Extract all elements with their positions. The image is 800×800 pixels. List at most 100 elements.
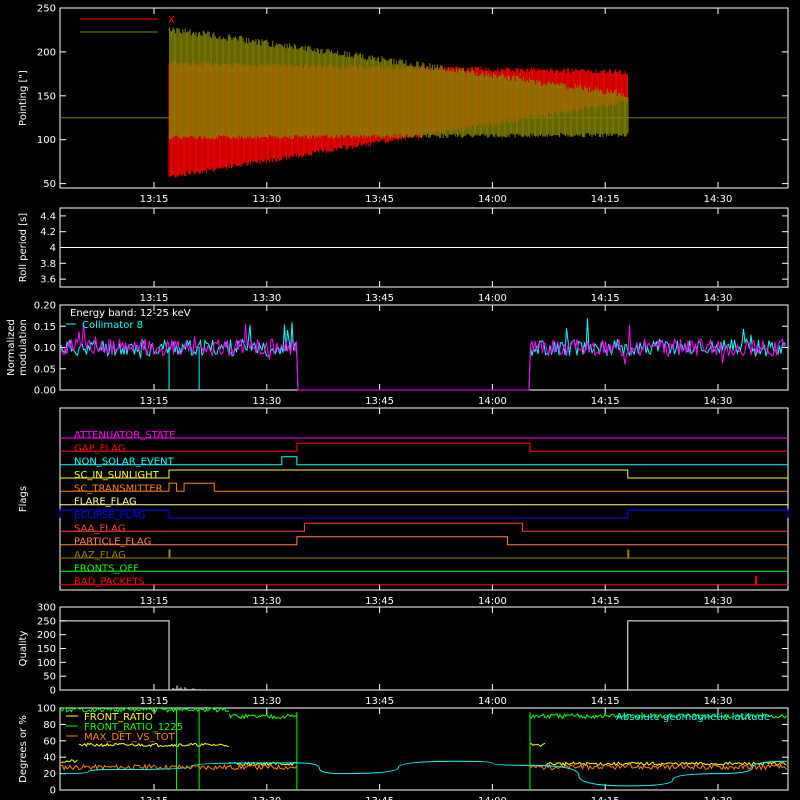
x-tick-label: 13:15 xyxy=(140,293,169,304)
panel-1: 13:15 13:30 13:45 14:00 14:15 14:30 50 100 150 20… xyxy=(18,4,789,205)
x-tick-label: 13:30 xyxy=(252,293,281,304)
legend-label: FRONT_RATIO xyxy=(84,712,153,723)
x-tick-label: 13:30 xyxy=(252,696,281,707)
panel-6: 13:15 13:30 13:45 14:00 14:15 14:30 0 20 40 60 80 1… xyxy=(18,704,789,800)
y-tick-label: 200 xyxy=(37,47,56,58)
y-tick-label: 150 xyxy=(37,644,56,655)
x-tick-label: 13:30 xyxy=(252,796,281,800)
series-y-line xyxy=(169,27,629,140)
y-tick-label: 0.00 xyxy=(34,386,56,397)
panel-4: 13:15 13:30 13:45 14:00 14:15 14:30 Flags ATTEN… xyxy=(18,407,789,607)
legend-label: FRONT_RATIO_1225 xyxy=(84,722,183,733)
y-tick-label: 60 xyxy=(43,736,56,747)
x-tick-label: 14:15 xyxy=(591,293,620,304)
roll-period-ylabel: Roll period [s] xyxy=(18,213,29,282)
y-tick-label: 3.6 xyxy=(40,275,56,286)
y-tick-label: 250 xyxy=(37,616,56,627)
flag-line xyxy=(60,536,788,546)
y-tick-label: 50 xyxy=(43,179,56,190)
y-tick-label: 0.15 xyxy=(34,322,56,333)
y-tick-label: 40 xyxy=(43,753,56,764)
x-tick-label: 13:15 xyxy=(140,796,169,800)
series-front_ratio_1225 xyxy=(60,706,787,720)
y-tick-label: 100 xyxy=(37,704,56,715)
x-tick-label: 13:45 xyxy=(365,293,394,304)
x-tick-label: 13:45 xyxy=(365,796,394,800)
quality-spikes xyxy=(172,685,228,690)
x-tick-label: 13:15 xyxy=(140,194,169,205)
flag-label: ECLIPSE_FLAG xyxy=(74,510,145,521)
y-tick-label: 150 xyxy=(37,91,56,102)
series-x-line xyxy=(168,61,628,178)
legend-collimator: Collimator 8 xyxy=(82,320,143,331)
y-tick-label: 0 xyxy=(50,786,56,797)
x-tick-label: 13:15 xyxy=(140,596,169,607)
x-tick-label: 14:30 xyxy=(704,396,733,407)
x-tick-label: 14:00 xyxy=(478,396,507,407)
flags-ylabel: Flags xyxy=(18,486,29,512)
flag-label: BAD_PACKETS xyxy=(74,577,145,588)
flag-label: PARTICLE_FLAG xyxy=(74,537,151,548)
flag-label: SC_TRANSMITTER xyxy=(74,483,163,494)
x-tick-label: 14:15 xyxy=(591,596,620,607)
x-tick-label: 13:45 xyxy=(365,396,394,407)
panel-frame xyxy=(59,707,789,791)
x-tick-label: 13:45 xyxy=(365,596,394,607)
panel-5: 13:15 13:30 13:45 14:00 14:15 14:30 0 50 100 150 2… xyxy=(18,603,789,707)
flag-label: SC_IN_SUNLIGHT xyxy=(74,470,160,481)
legend-label: X xyxy=(168,15,175,26)
y-tick-label: 4 xyxy=(50,243,56,254)
flag-label: NON_SOLAR_EVENT xyxy=(74,457,175,468)
flag-label: FLARE_FLAG xyxy=(74,497,137,508)
legend-label: Y xyxy=(167,28,175,39)
series-front_ratio xyxy=(60,742,787,767)
y-tick-label: 4.2 xyxy=(40,227,56,238)
modulation-ylabel-2: modulation xyxy=(18,319,29,376)
y-tick-label: 100 xyxy=(37,135,56,146)
x-tick-label: 13:45 xyxy=(365,194,394,205)
x-tick-label: 14:00 xyxy=(478,696,507,707)
x-tick-label: 14:15 xyxy=(591,696,620,707)
quality-line xyxy=(60,620,788,691)
x-tick-label: 14:30 xyxy=(704,696,733,707)
flag-line xyxy=(60,482,788,492)
y-tick-label: 3.8 xyxy=(40,259,56,270)
y-tick-label: 50 xyxy=(43,672,56,683)
x-tick-label: 14:15 xyxy=(591,194,620,205)
x-tick-label: 13:30 xyxy=(252,194,281,205)
y-tick-label: 4.4 xyxy=(40,211,56,222)
y-tick-label: 250 xyxy=(37,4,56,15)
panel-2: 13:15 13:30 13:45 14:00 14:15 14:30 3.6 3.8 4 4.2… xyxy=(18,207,789,304)
panel-3: 13:15 13:30 13:45 14:00 14:15 14:30 0.00 0.05 0.… xyxy=(6,301,789,407)
y-tick-label: 0.10 xyxy=(34,343,56,354)
y-tick-label: 0.05 xyxy=(34,364,56,375)
flag-line xyxy=(60,456,788,466)
x-tick-label: 13:15 xyxy=(140,696,169,707)
series-geomag-latitude xyxy=(60,760,788,787)
flag-line xyxy=(59,509,789,519)
modulation-series-2 xyxy=(60,323,786,391)
degrees-ylabel: Degrees or % xyxy=(18,715,29,783)
x-tick-label: 14:00 xyxy=(478,596,507,607)
y-tick-label: 100 xyxy=(37,658,56,669)
series-max_det_vs_tot xyxy=(60,763,787,771)
x-tick-label: 14:00 xyxy=(478,796,507,800)
y-tick-label: 300 xyxy=(37,603,56,614)
y-tick-label: 200 xyxy=(37,630,56,641)
modulation-ylabel: Normalized xyxy=(6,319,17,376)
x-tick-label: 13:15 xyxy=(140,396,169,407)
flag-line xyxy=(60,576,788,586)
x-tick-label: 14:15 xyxy=(591,396,620,407)
quality-ylabel: Quality xyxy=(18,631,29,667)
flag-label: SAA_FLAG xyxy=(74,523,125,534)
x-tick-label: 14:00 xyxy=(478,194,507,205)
y-tick-label: 0.20 xyxy=(34,301,56,312)
x-tick-label: 13:30 xyxy=(252,396,281,407)
x-tick-label: 14:30 xyxy=(704,194,733,205)
annotation-geomag: Absolute geomagnetic latitude xyxy=(616,712,770,723)
panel-frame xyxy=(59,7,789,189)
flag-label: ATTENUATOR_STATE xyxy=(74,430,175,441)
x-tick-label: 14:30 xyxy=(704,796,733,800)
flag-label: FRONTS_OFF xyxy=(74,563,139,574)
